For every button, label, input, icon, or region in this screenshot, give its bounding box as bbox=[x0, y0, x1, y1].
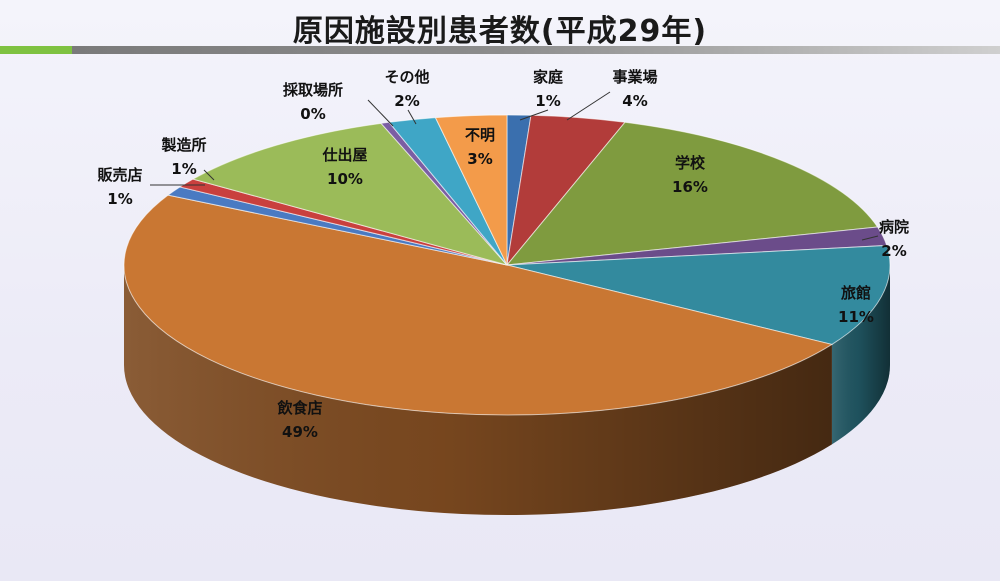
leader-line-事業場 bbox=[566, 91, 611, 121]
slice-name-label: その他 bbox=[384, 68, 429, 86]
pie-slice-仕出屋 bbox=[191, 122, 509, 266]
slice-percent-label: 16% bbox=[672, 178, 708, 196]
pie-slice-不明 bbox=[434, 114, 508, 266]
slice-percent-label: 2% bbox=[394, 92, 419, 110]
slice-percent-label: 3% bbox=[467, 150, 492, 168]
pie-slice-飲食店 bbox=[123, 194, 834, 416]
pie-side-shade bbox=[831, 265, 890, 445]
slice-name-label: 飲食店 bbox=[276, 399, 322, 417]
slice-percent-label: 1% bbox=[171, 160, 196, 178]
slice-percent-label: 49% bbox=[282, 423, 318, 441]
slice-name-label: 家庭 bbox=[533, 68, 564, 86]
slice-name-label: 採取場所 bbox=[283, 81, 343, 99]
leader-line-採取場所 bbox=[367, 99, 394, 127]
slice-name-label: 事業場 bbox=[612, 68, 657, 86]
leader-line-病院 bbox=[861, 235, 879, 241]
leader-lines bbox=[150, 91, 879, 241]
slice-name-label: 製造所 bbox=[160, 136, 206, 154]
slice-percent-label: 1% bbox=[107, 190, 132, 208]
slice-percent-label: 0% bbox=[300, 105, 325, 123]
leader-line-その他 bbox=[407, 109, 417, 125]
slice-name-label: 病院 bbox=[879, 218, 909, 236]
slice-percent-label: 11% bbox=[838, 308, 874, 326]
page-title: 原因施設別患者数(平成29年) bbox=[292, 14, 708, 49]
slice-name-label: 学校 bbox=[675, 154, 706, 172]
title-underline bbox=[0, 46, 1000, 54]
slice-percent-label: 10% bbox=[327, 170, 363, 188]
slice-name-label: 仕出屋 bbox=[321, 146, 367, 164]
pie-sides bbox=[124, 265, 890, 516]
slice-name-label: 不明 bbox=[465, 126, 495, 144]
leader-line-家庭 bbox=[519, 109, 549, 121]
leader-line-製造所 bbox=[203, 169, 215, 181]
pie-side-shade bbox=[124, 265, 832, 516]
slice-percent-label: 4% bbox=[622, 92, 647, 110]
slice-name-label: 旅館 bbox=[841, 284, 871, 302]
slice-percent-label: 1% bbox=[535, 92, 560, 110]
pie-slice-学校 bbox=[505, 121, 879, 266]
slice-percent-label: 2% bbox=[881, 242, 906, 260]
slice-name-label: 販売店 bbox=[97, 166, 142, 184]
pie-slice-旅館 bbox=[506, 244, 891, 345]
pie-tops bbox=[123, 114, 891, 416]
slice-labels: 家庭 1% 事業場 4% 学校 16% 病院 2% 旅館 11% 飲食店 49% 販売店 1% 製造所 1% 仕… bbox=[97, 68, 909, 441]
